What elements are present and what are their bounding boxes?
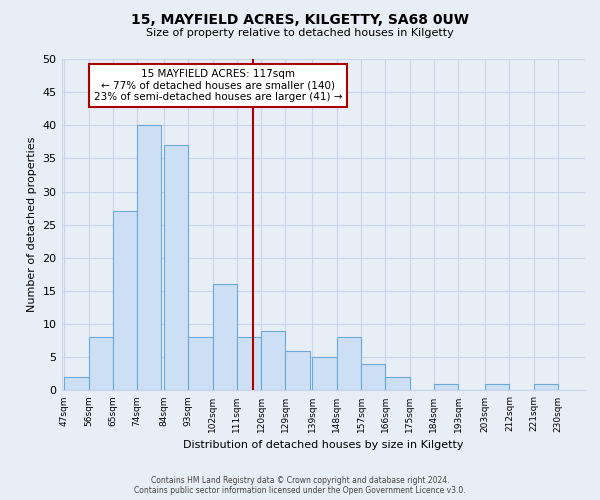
Bar xyxy=(337,338,361,390)
Bar xyxy=(385,377,410,390)
Bar xyxy=(164,145,188,390)
Text: Size of property relative to detached houses in Kilgetty: Size of property relative to detached ho… xyxy=(146,28,454,38)
Bar xyxy=(212,284,237,391)
Bar xyxy=(261,331,286,390)
X-axis label: Distribution of detached houses by size in Kilgetty: Distribution of detached houses by size … xyxy=(183,440,464,450)
Bar xyxy=(313,358,337,390)
Bar xyxy=(286,350,310,391)
Bar xyxy=(434,384,458,390)
Text: 15, MAYFIELD ACRES, KILGETTY, SA68 0UW: 15, MAYFIELD ACRES, KILGETTY, SA68 0UW xyxy=(131,12,469,26)
Bar xyxy=(534,384,558,390)
Text: 15 MAYFIELD ACRES: 117sqm
← 77% of detached houses are smaller (140)
23% of semi: 15 MAYFIELD ACRES: 117sqm ← 77% of detac… xyxy=(94,69,342,102)
Text: Contains HM Land Registry data © Crown copyright and database right 2024.
Contai: Contains HM Land Registry data © Crown c… xyxy=(134,476,466,495)
Bar xyxy=(64,377,89,390)
Bar xyxy=(89,338,113,390)
Bar xyxy=(485,384,509,390)
Bar xyxy=(188,338,212,390)
Bar xyxy=(361,364,385,390)
Bar xyxy=(237,338,261,390)
Bar xyxy=(113,212,137,390)
Bar xyxy=(137,126,161,390)
Y-axis label: Number of detached properties: Number of detached properties xyxy=(27,137,37,312)
